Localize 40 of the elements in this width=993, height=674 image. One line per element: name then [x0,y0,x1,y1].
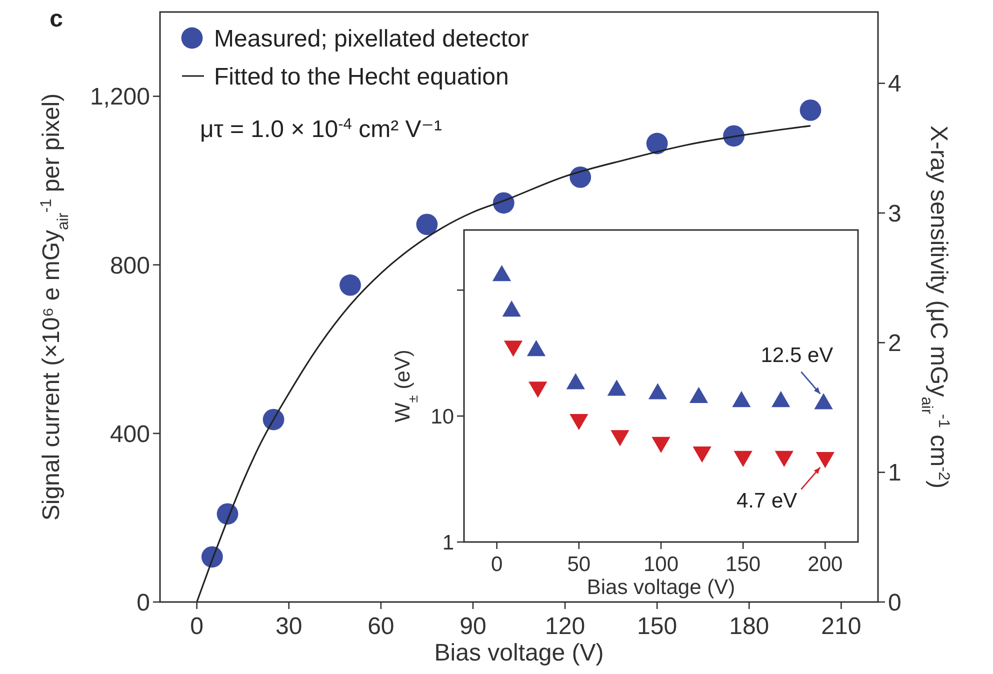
x-tick-label: 150 [637,613,678,640]
x-tick-label: 0 [190,613,204,640]
point [800,100,822,121]
annotation: 4.7 eV [736,489,798,512]
point [201,546,223,568]
point [570,166,592,188]
x-tick-label: 60 [368,613,394,640]
y2-tick-label: 4 [888,70,902,98]
x-tick-label: 50 [567,553,591,576]
x-tick-label: 150 [726,553,761,576]
y2-tick-label: 2 [888,330,902,358]
point [262,408,284,430]
legend-label: Fitted to the Hecht equation [214,63,509,90]
point [646,132,668,154]
point [216,503,238,525]
y-tick-label: 400 [110,420,150,448]
annotation: μτ = 1.0 × 10$^{-4}$ cm² V⁻¹ [200,116,442,143]
x-axis-title: Bias voltage (V) [434,639,604,666]
point [492,192,514,214]
point [416,214,438,236]
y-tick-label: 1,200 [90,84,150,111]
x-tick-label: 90 [460,613,486,640]
point [340,274,361,296]
x-tick-label: 0 [490,553,503,576]
x-tick-label: 210 [821,613,862,640]
text: c [50,5,63,32]
annotation: 12.5 eV [760,344,834,367]
y2-tick-label: 3 [888,200,902,228]
x-axis-title: Bias voltage (V) [586,576,736,600]
x-tick-label: 30 [276,613,302,640]
y-tick-label: 10 [430,405,454,428]
x-tick-label: 100 [643,553,679,576]
y-tick-label: 0 [136,589,150,616]
legend-label: Measured; pixellated detector [214,25,529,52]
y2-tick-label: 0 [888,589,902,616]
x-tick-label: 120 [545,613,586,640]
x-tick-label: 180 [729,613,770,640]
x-tick-label: 200 [808,553,843,576]
y2-tick-label: 1 [888,460,902,487]
y-tick-label: 800 [110,252,150,280]
